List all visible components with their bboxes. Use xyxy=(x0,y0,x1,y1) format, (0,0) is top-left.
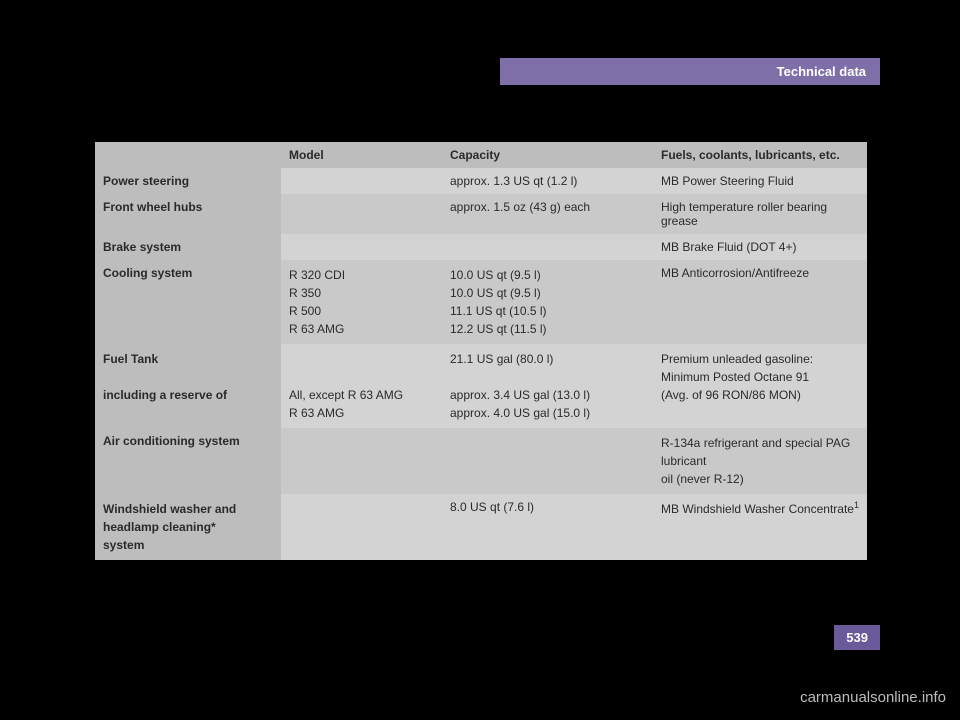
row-model: All, except R 63 AMG R 63 AMG xyxy=(281,344,442,428)
table-row: Windshield washer and headlamp cleaning*… xyxy=(95,494,867,560)
table-row: Fuel Tank including a reserve of All, ex… xyxy=(95,344,867,428)
col-header-fuels: Fuels, coolants, lubricants, etc. xyxy=(653,142,867,168)
row-capacity xyxy=(442,234,653,260)
col-header-blank xyxy=(95,142,281,168)
row-label: Brake system xyxy=(95,234,281,260)
row-fuels: MB Windshield Washer Concentrate1 xyxy=(653,494,867,560)
table-row: Brake system MB Brake Fluid (DOT 4+) xyxy=(95,234,867,260)
row-label: Air conditioning system xyxy=(95,428,281,494)
row-model xyxy=(281,234,442,260)
row-fuels: Premium unleaded gasoline: Minimum Poste… xyxy=(653,344,867,428)
table-row: Power steering approx. 1.3 US qt (1.2 l)… xyxy=(95,168,867,194)
row-label: Power steering xyxy=(95,168,281,194)
row-label: Fuel Tank including a reserve of xyxy=(95,344,281,428)
col-header-model: Model xyxy=(281,142,442,168)
row-capacity: 10.0 US qt (9.5 l) 10.0 US qt (9.5 l) 11… xyxy=(442,260,653,344)
row-fuels: High temperature roller bearing grease xyxy=(653,194,867,234)
row-capacity: 8.0 US qt (7.6 l) xyxy=(442,494,653,560)
row-model xyxy=(281,194,442,234)
row-model: R 320 CDI R 350 R 500 R 63 AMG xyxy=(281,260,442,344)
row-model xyxy=(281,428,442,494)
table-row: Air conditioning system R-134a refrigera… xyxy=(95,428,867,494)
row-fuels: R-134a refrigerant and special PAG lubri… xyxy=(653,428,867,494)
row-label: Cooling system xyxy=(95,260,281,344)
table-header-row: Model Capacity Fuels, coolants, lubrican… xyxy=(95,142,867,168)
row-capacity: 21.1 US gal (80.0 l) approx. 3.4 US gal … xyxy=(442,344,653,428)
row-label: Front wheel hubs xyxy=(95,194,281,234)
table-row: Cooling system R 320 CDI R 350 R 500 R 6… xyxy=(95,260,867,344)
row-model xyxy=(281,168,442,194)
row-label: Windshield washer and headlamp cleaning*… xyxy=(95,494,281,560)
specs-table: Model Capacity Fuels, coolants, lubrican… xyxy=(95,142,867,560)
col-header-capacity: Capacity xyxy=(442,142,653,168)
section-header: Technical data xyxy=(500,58,880,85)
row-capacity: approx. 1.3 US qt (1.2 l) xyxy=(442,168,653,194)
row-model xyxy=(281,494,442,560)
watermark: carmanualsonline.info xyxy=(800,689,946,706)
table-row: Front wheel hubs approx. 1.5 oz (43 g) e… xyxy=(95,194,867,234)
row-fuels: MB Power Steering Fluid xyxy=(653,168,867,194)
row-capacity xyxy=(442,428,653,494)
specs-table-container: Model Capacity Fuels, coolants, lubrican… xyxy=(95,142,867,560)
page-number: 539 xyxy=(834,625,880,650)
row-fuels: MB Brake Fluid (DOT 4+) xyxy=(653,234,867,260)
row-capacity: approx. 1.5 oz (43 g) each xyxy=(442,194,653,234)
row-fuels: MB Anticorrosion/Antifreeze xyxy=(653,260,867,344)
footnote-marker: 1 xyxy=(854,500,859,510)
